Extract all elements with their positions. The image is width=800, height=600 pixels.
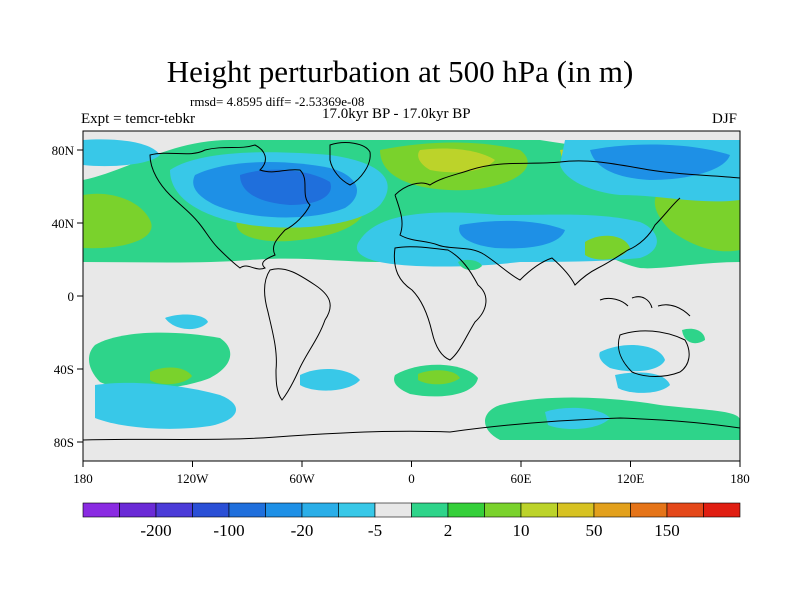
x-tick-label: 120E: [617, 471, 645, 486]
colorbar-box: [374, 502, 412, 518]
colorbar-label: 10: [513, 521, 530, 540]
colorbar-box: [520, 502, 558, 518]
colorbar-box: [301, 502, 339, 518]
antarctica-coast: [83, 417, 740, 441]
period-label: 17.0kyr BP - 17.0kyr BP: [322, 106, 471, 122]
tropical-pacific-low: [165, 314, 208, 330]
south-america-coast: [264, 268, 331, 401]
colorbar-box: [82, 502, 120, 518]
x-tick-label: 180: [73, 471, 93, 486]
x-tick-label: 180: [730, 471, 750, 486]
south-indian-low-south: [615, 372, 670, 393]
colorbar-label: 2: [444, 521, 453, 540]
x-tick-label: 0: [408, 471, 415, 486]
colorbar-label: -20: [291, 521, 314, 540]
colorbar-box: [192, 502, 230, 518]
colorbar-box: [228, 502, 266, 518]
south-pacific-green-core: [150, 367, 192, 385]
colorbar-box: [557, 502, 595, 518]
y-tick-label: 80S: [54, 435, 74, 450]
rmsd-diff-stats: rmsd= 4.8595 diff= -2.53369e-08: [190, 94, 365, 109]
south-pacific-low: [95, 382, 237, 429]
colorbar-label: 150: [654, 521, 680, 540]
y-tick-label: 0: [68, 289, 75, 304]
south-atlantic-green-core: [418, 370, 460, 385]
colorbar-box: [338, 502, 376, 518]
colorbar-box: [703, 502, 741, 518]
y-tick-label: 80N: [52, 143, 75, 158]
y-tick-label: 40N: [52, 216, 75, 231]
east-asia-green: [585, 235, 630, 260]
x-tick-labels: 180 120W 60W 0 60E 120E 180: [73, 471, 750, 486]
europe-orange: [418, 148, 495, 173]
north-africa-green: [458, 259, 482, 271]
colorbar-box: [593, 502, 631, 518]
colorbar-box: [411, 502, 449, 518]
colorbar-label: 50: [586, 521, 603, 540]
x-tick-label: 60E: [511, 471, 532, 486]
australia-coast: [617, 330, 690, 377]
colorbar-box: [484, 502, 522, 518]
maritime-continent: [599, 296, 691, 317]
south-pacific-low-right: [300, 368, 360, 391]
north-america-coast: [149, 144, 311, 270]
greenland-coast: [329, 142, 371, 186]
nh-yellow-area-east: [654, 188, 740, 252]
x-tick-label: 120W: [177, 471, 210, 486]
south-indian-green-east: [682, 328, 705, 344]
colorbar-label: -200: [140, 521, 171, 540]
africa-coast: [393, 246, 487, 361]
experiment-label: Expt = temcr-tebkr: [81, 111, 195, 127]
y-tick-label: 40S: [54, 362, 74, 377]
y-tick-labels: 80N 40N 0 40S 80S: [52, 143, 75, 450]
colorbar-box: [119, 502, 157, 518]
x-tick-label: 60W: [289, 471, 315, 486]
colorbar-box: [630, 502, 668, 518]
colorbar-box: [447, 502, 485, 518]
north-america-low-core: [240, 169, 331, 205]
coastlines: [83, 142, 740, 441]
colorbar: -200 -100 -20 -5 2 10 50 150: [82, 502, 741, 540]
southern-ocean-low: [545, 407, 610, 430]
arctic-low-west: [83, 139, 160, 167]
south-pacific-green: [88, 332, 231, 390]
eurasia-low-mid: [459, 220, 565, 249]
colorbar-label: -100: [213, 521, 244, 540]
map-title: Height perturbation at 500 hPa (in m): [166, 54, 634, 89]
colorbar-label: -5: [368, 521, 382, 540]
eurasia-coast: [394, 160, 740, 286]
contour-field: [83, 131, 740, 461]
south-indian-low: [599, 345, 665, 372]
colorbar-box: [265, 502, 303, 518]
colorbar-box: [155, 502, 193, 518]
tick-marks: [77, 149, 741, 467]
arctic-low-east-mid: [590, 144, 730, 180]
colorbar-box: [666, 502, 704, 518]
season-label: DJF: [712, 111, 738, 127]
nh-yellow-area-west: [83, 193, 152, 249]
